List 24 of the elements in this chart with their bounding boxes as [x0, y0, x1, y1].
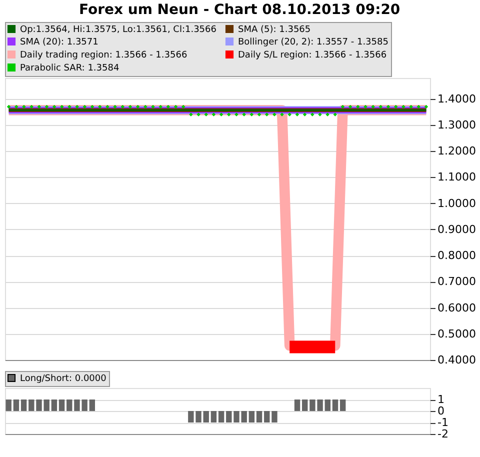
y-tick-label: 0.8000 [438, 249, 476, 262]
y-tick-label: -2 [438, 428, 448, 440]
y-tick-label: 0.7000 [438, 275, 476, 288]
y-tick-label: 0.6000 [438, 301, 476, 314]
y-tick-label: 1 [438, 393, 444, 406]
legend-label: SMA (20): 1.3571 [20, 38, 98, 48]
y-tick-label: 1.0000 [438, 196, 476, 210]
y-tick-label: 0 [438, 404, 444, 418]
legend-label: Parabolic SAR: 1.3584 [20, 64, 120, 74]
legend-label: Daily trading region: 1.3566 - 1.3566 [20, 50, 188, 60]
legend-label: Long/Short: 0.0000 [20, 374, 107, 384]
legend-label: Bollinger (20, 2): 1.3557 - 1.3585 [238, 38, 388, 48]
legend-label: Op:1.3564, Hi:1.3575, Lo:1.3561, Cl:1.3566 [20, 24, 217, 35]
y-tick-label: 1.4000 [438, 92, 476, 106]
y-tick-label: 0.5000 [438, 327, 476, 340]
legend-label: Daily S/L region: 1.3566 - 1.3566 [238, 50, 387, 60]
legend-label: SMA (5): 1.3565 [238, 24, 311, 35]
chart-title: Forex um Neun - Chart 08.10.2013 09:20 [78, 2, 400, 18]
y-tick-label: 1.2000 [438, 144, 476, 158]
y-tick-label: 1.1000 [438, 170, 476, 184]
y-tick-label: 0.9000 [438, 222, 476, 236]
y-tick-label: 0.4000 [438, 354, 476, 366]
y-tick-label: -1 [438, 416, 448, 429]
y-tick-label: 1.3000 [438, 118, 476, 132]
